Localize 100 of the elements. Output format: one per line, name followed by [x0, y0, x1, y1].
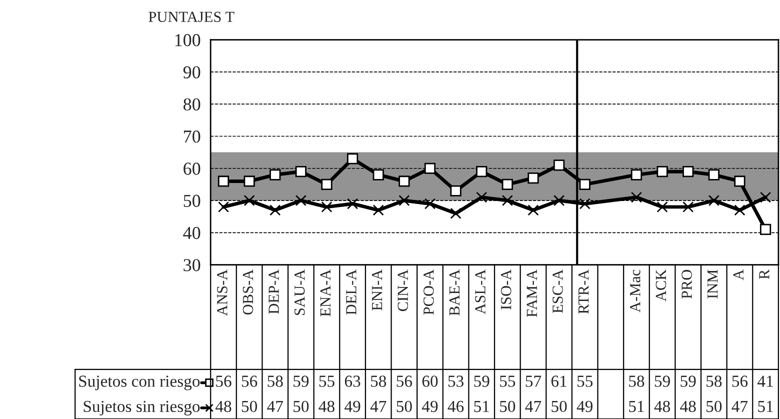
point: [630, 192, 642, 203]
point: [218, 176, 230, 187]
data-label: 47: [267, 400, 283, 412]
data-label: 56: [732, 376, 748, 387]
point: [218, 201, 230, 213]
point: [398, 194, 410, 206]
x-tick-label: ESC-A: [552, 269, 563, 314]
point: [295, 166, 306, 178]
x-tick-label: SAU-A: [294, 269, 305, 315]
x-tick-label: RTR-A: [578, 269, 589, 314]
x-tick-label: CIN-A: [398, 269, 408, 312]
point: [656, 201, 668, 213]
point: [347, 153, 358, 164]
x-tick-label: ACK: [656, 269, 666, 302]
data-label: 49: [344, 400, 360, 412]
point: [734, 176, 746, 187]
data-label: 63: [344, 376, 360, 387]
point: [372, 169, 384, 180]
data-label: 55: [500, 376, 516, 387]
data-label: 47: [732, 400, 748, 412]
point: [424, 162, 436, 174]
x-tick-label: OBS-A: [242, 269, 254, 315]
point: [708, 194, 720, 206]
x-tick-label: ASL-A: [475, 269, 486, 314]
point: [321, 178, 332, 190]
point: [295, 194, 306, 206]
data-label: 48: [654, 400, 670, 412]
point: [398, 176, 410, 187]
point: [372, 204, 384, 216]
data-label: 51: [758, 400, 773, 412]
point: [347, 198, 358, 210]
data-label: 48: [318, 400, 334, 412]
x-tick-label: PRO: [682, 270, 692, 299]
data-label: 58: [371, 376, 386, 387]
data-label: 47: [525, 400, 542, 412]
data-label: 51: [629, 400, 644, 412]
data-label: 55: [577, 376, 593, 387]
y-tick-label: 90: [183, 66, 200, 78]
data-label: 49: [422, 400, 438, 412]
data-label: 41: [758, 376, 773, 387]
y-tick-label: 80: [184, 98, 200, 111]
data-label: 51: [474, 400, 489, 412]
point: [450, 185, 462, 196]
point: [682, 201, 694, 213]
y-tick-label: 50: [184, 194, 200, 207]
x-tick-label: DEP-A: [268, 269, 279, 314]
x-tick-label: INM: [708, 270, 718, 298]
y-axis-title: PUNTAJES T: [148, 12, 234, 22]
data-label: 50: [242, 400, 258, 412]
point: [528, 204, 539, 216]
x-tick-label: ANS-A: [217, 269, 228, 316]
x-tick-label: ENA-A: [320, 269, 330, 316]
point: [579, 198, 590, 210]
data-label: 58: [706, 376, 722, 387]
point: [734, 204, 746, 216]
point: [270, 169, 281, 180]
data-label: 61: [551, 376, 566, 387]
x-tick-label: DEL-A: [346, 269, 356, 315]
data-label: 58: [629, 376, 644, 387]
data-label: 50: [552, 400, 567, 412]
point: [502, 178, 513, 190]
data-label: 48: [216, 400, 232, 412]
x-tick-label: A-Mac: [630, 270, 640, 312]
x-tick-label: A: [733, 269, 744, 280]
data-label: 56: [216, 376, 232, 387]
legend-label: Sujetos con riesgo: [79, 376, 200, 390]
data-label: 56: [396, 376, 412, 387]
data-label: 55: [319, 376, 334, 387]
point: [682, 166, 694, 178]
point: [528, 172, 539, 184]
x-tick-label: PCO-A: [424, 269, 434, 315]
data-label: 50: [396, 400, 412, 412]
x-tick-label: BAE-A: [449, 269, 460, 316]
y-tick-label: 100: [175, 34, 200, 46]
data-label: 59: [474, 376, 490, 387]
point: [579, 178, 590, 190]
point: [708, 169, 720, 180]
data-label: 58: [268, 376, 283, 387]
data-label: 60: [422, 376, 438, 387]
data-label: 50: [706, 400, 722, 412]
data-label: 53: [448, 376, 464, 387]
point: [502, 194, 513, 206]
point: [476, 192, 488, 203]
data-label: 47: [370, 400, 386, 412]
x-tick-label: FAM-A: [526, 269, 537, 317]
data-label: 57: [526, 376, 542, 387]
point: [760, 224, 772, 236]
y-tick-label: 60: [184, 162, 200, 175]
x-tick-label: ISO-A: [500, 269, 512, 310]
y-tick-label: 40: [183, 226, 200, 240]
data-label: 59: [680, 376, 696, 387]
x-tick-label: R: [759, 269, 770, 280]
data-label: 46: [448, 400, 464, 412]
point: [553, 194, 565, 206]
x-tick-label: ENI-A: [372, 269, 382, 310]
data-label: 50: [500, 400, 516, 412]
point: [244, 176, 255, 187]
point: [321, 201, 332, 213]
point: [760, 192, 772, 203]
y-tick-label: 70: [184, 130, 200, 143]
